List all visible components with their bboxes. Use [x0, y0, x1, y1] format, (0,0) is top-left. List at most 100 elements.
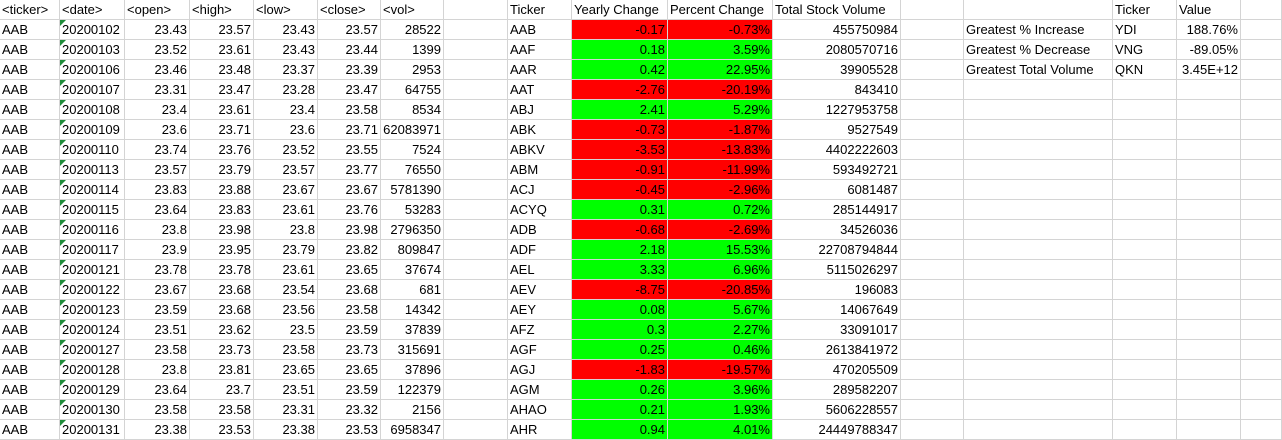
- total-volume-cell[interactable]: 33091017: [773, 320, 901, 340]
- low-cell[interactable]: 23.67: [254, 180, 318, 200]
- vol-cell[interactable]: 5781390: [381, 180, 444, 200]
- low-cell[interactable]: 23.5: [254, 320, 318, 340]
- total-volume-cell[interactable]: 455750984: [773, 20, 901, 40]
- empty-cell[interactable]: [1177, 400, 1241, 420]
- summary-ticker-cell[interactable]: ABM: [508, 160, 572, 180]
- ticker-cell[interactable]: AAB: [0, 420, 60, 440]
- close-cell[interactable]: 23.47: [318, 80, 381, 100]
- high-cell[interactable]: 23.7: [190, 380, 254, 400]
- summary-ticker-cell[interactable]: ADF: [508, 240, 572, 260]
- yearly-change-cell[interactable]: 0.3: [572, 320, 668, 340]
- open-cell[interactable]: 23.4: [125, 100, 190, 120]
- empty-cell[interactable]: [1241, 180, 1282, 200]
- empty-cell[interactable]: [1177, 320, 1241, 340]
- close-cell[interactable]: 23.39: [318, 60, 381, 80]
- empty-cell[interactable]: [964, 260, 1113, 280]
- vol-cell[interactable]: 76550: [381, 160, 444, 180]
- summary-ticker-cell[interactable]: AGM: [508, 380, 572, 400]
- ticker-cell[interactable]: AAB: [0, 280, 60, 300]
- empty-cell[interactable]: [444, 220, 508, 240]
- header-high[interactable]: <high>: [190, 0, 254, 20]
- summary-ticker-cell[interactable]: AAF: [508, 40, 572, 60]
- low-cell[interactable]: 23.6: [254, 120, 318, 140]
- total-volume-cell[interactable]: 9527549: [773, 120, 901, 140]
- greatest-label-cell[interactable]: Greatest % Increase: [964, 20, 1113, 40]
- empty-cell[interactable]: [901, 180, 964, 200]
- date-cell[interactable]: 20200128: [60, 360, 125, 380]
- high-cell[interactable]: 23.48: [190, 60, 254, 80]
- percent-change-cell[interactable]: 5.67%: [668, 300, 773, 320]
- greatest-ticker-cell[interactable]: YDI: [1113, 20, 1177, 40]
- total-volume-cell[interactable]: 593492721: [773, 160, 901, 180]
- percent-change-cell[interactable]: -20.85%: [668, 280, 773, 300]
- yearly-change-cell[interactable]: -1.83: [572, 360, 668, 380]
- high-cell[interactable]: 23.98: [190, 220, 254, 240]
- high-cell[interactable]: 23.76: [190, 140, 254, 160]
- date-cell[interactable]: 20200103: [60, 40, 125, 60]
- date-cell[interactable]: 20200109: [60, 120, 125, 140]
- date-cell[interactable]: 20200110: [60, 140, 125, 160]
- empty-cell[interactable]: [1241, 60, 1282, 80]
- empty-cell[interactable]: [1177, 260, 1241, 280]
- high-cell[interactable]: 23.61: [190, 100, 254, 120]
- high-cell[interactable]: 23.81: [190, 360, 254, 380]
- empty-cell[interactable]: [901, 220, 964, 240]
- date-cell[interactable]: 20200121: [60, 260, 125, 280]
- empty-cell[interactable]: [964, 380, 1113, 400]
- yearly-change-cell[interactable]: 0.94: [572, 420, 668, 440]
- empty-cell[interactable]: [1113, 240, 1177, 260]
- close-cell[interactable]: 23.58: [318, 300, 381, 320]
- percent-change-cell[interactable]: 2.27%: [668, 320, 773, 340]
- high-cell[interactable]: 23.61: [190, 40, 254, 60]
- empty-cell[interactable]: [1177, 120, 1241, 140]
- empty-cell[interactable]: [964, 360, 1113, 380]
- close-cell[interactable]: 23.59: [318, 320, 381, 340]
- close-cell[interactable]: 23.44: [318, 40, 381, 60]
- summary-ticker-cell[interactable]: ABJ: [508, 100, 572, 120]
- high-cell[interactable]: 23.78: [190, 260, 254, 280]
- summary-ticker-cell[interactable]: ADB: [508, 220, 572, 240]
- close-cell[interactable]: 23.59: [318, 380, 381, 400]
- yearly-change-cell[interactable]: 3.33: [572, 260, 668, 280]
- vol-cell[interactable]: 64755: [381, 80, 444, 100]
- ticker-cell[interactable]: AAB: [0, 220, 60, 240]
- empty-cell[interactable]: [1113, 320, 1177, 340]
- vol-cell[interactable]: 315691: [381, 340, 444, 360]
- empty-cell[interactable]: [1113, 200, 1177, 220]
- header-greatest-ticker[interactable]: Ticker: [1113, 0, 1177, 20]
- percent-change-cell[interactable]: 5.29%: [668, 100, 773, 120]
- low-cell[interactable]: 23.61: [254, 200, 318, 220]
- date-cell[interactable]: 20200108: [60, 100, 125, 120]
- empty-cell[interactable]: [1177, 80, 1241, 100]
- empty-cell[interactable]: [901, 280, 964, 300]
- vol-cell[interactable]: 681: [381, 280, 444, 300]
- greatest-value-cell[interactable]: 188.76%: [1177, 20, 1241, 40]
- empty-cell[interactable]: [1113, 100, 1177, 120]
- date-cell[interactable]: 20200102: [60, 20, 125, 40]
- empty-cell[interactable]: [1113, 340, 1177, 360]
- low-cell[interactable]: 23.52: [254, 140, 318, 160]
- high-cell[interactable]: 23.47: [190, 80, 254, 100]
- date-cell[interactable]: 20200123: [60, 300, 125, 320]
- ticker-cell[interactable]: AAB: [0, 240, 60, 260]
- empty-cell[interactable]: [444, 420, 508, 440]
- vol-cell[interactable]: 53283: [381, 200, 444, 220]
- empty-cell[interactable]: [1241, 140, 1282, 160]
- empty-cell[interactable]: [1241, 380, 1282, 400]
- ticker-cell[interactable]: AAB: [0, 60, 60, 80]
- empty-cell[interactable]: [444, 400, 508, 420]
- empty-cell[interactable]: [1241, 160, 1282, 180]
- low-cell[interactable]: 23.28: [254, 80, 318, 100]
- empty-cell[interactable]: [964, 160, 1113, 180]
- summary-ticker-cell[interactable]: AAT: [508, 80, 572, 100]
- high-cell[interactable]: 23.83: [190, 200, 254, 220]
- header-percent-change[interactable]: Percent Change: [668, 0, 773, 20]
- greatest-label-cell[interactable]: Greatest Total Volume: [964, 60, 1113, 80]
- summary-ticker-cell[interactable]: AEV: [508, 280, 572, 300]
- empty-cell[interactable]: [1177, 240, 1241, 260]
- low-cell[interactable]: 23.57: [254, 160, 318, 180]
- ticker-cell[interactable]: AAB: [0, 340, 60, 360]
- empty-cell[interactable]: [1241, 100, 1282, 120]
- low-cell[interactable]: 23.58: [254, 340, 318, 360]
- date-cell[interactable]: 20200129: [60, 380, 125, 400]
